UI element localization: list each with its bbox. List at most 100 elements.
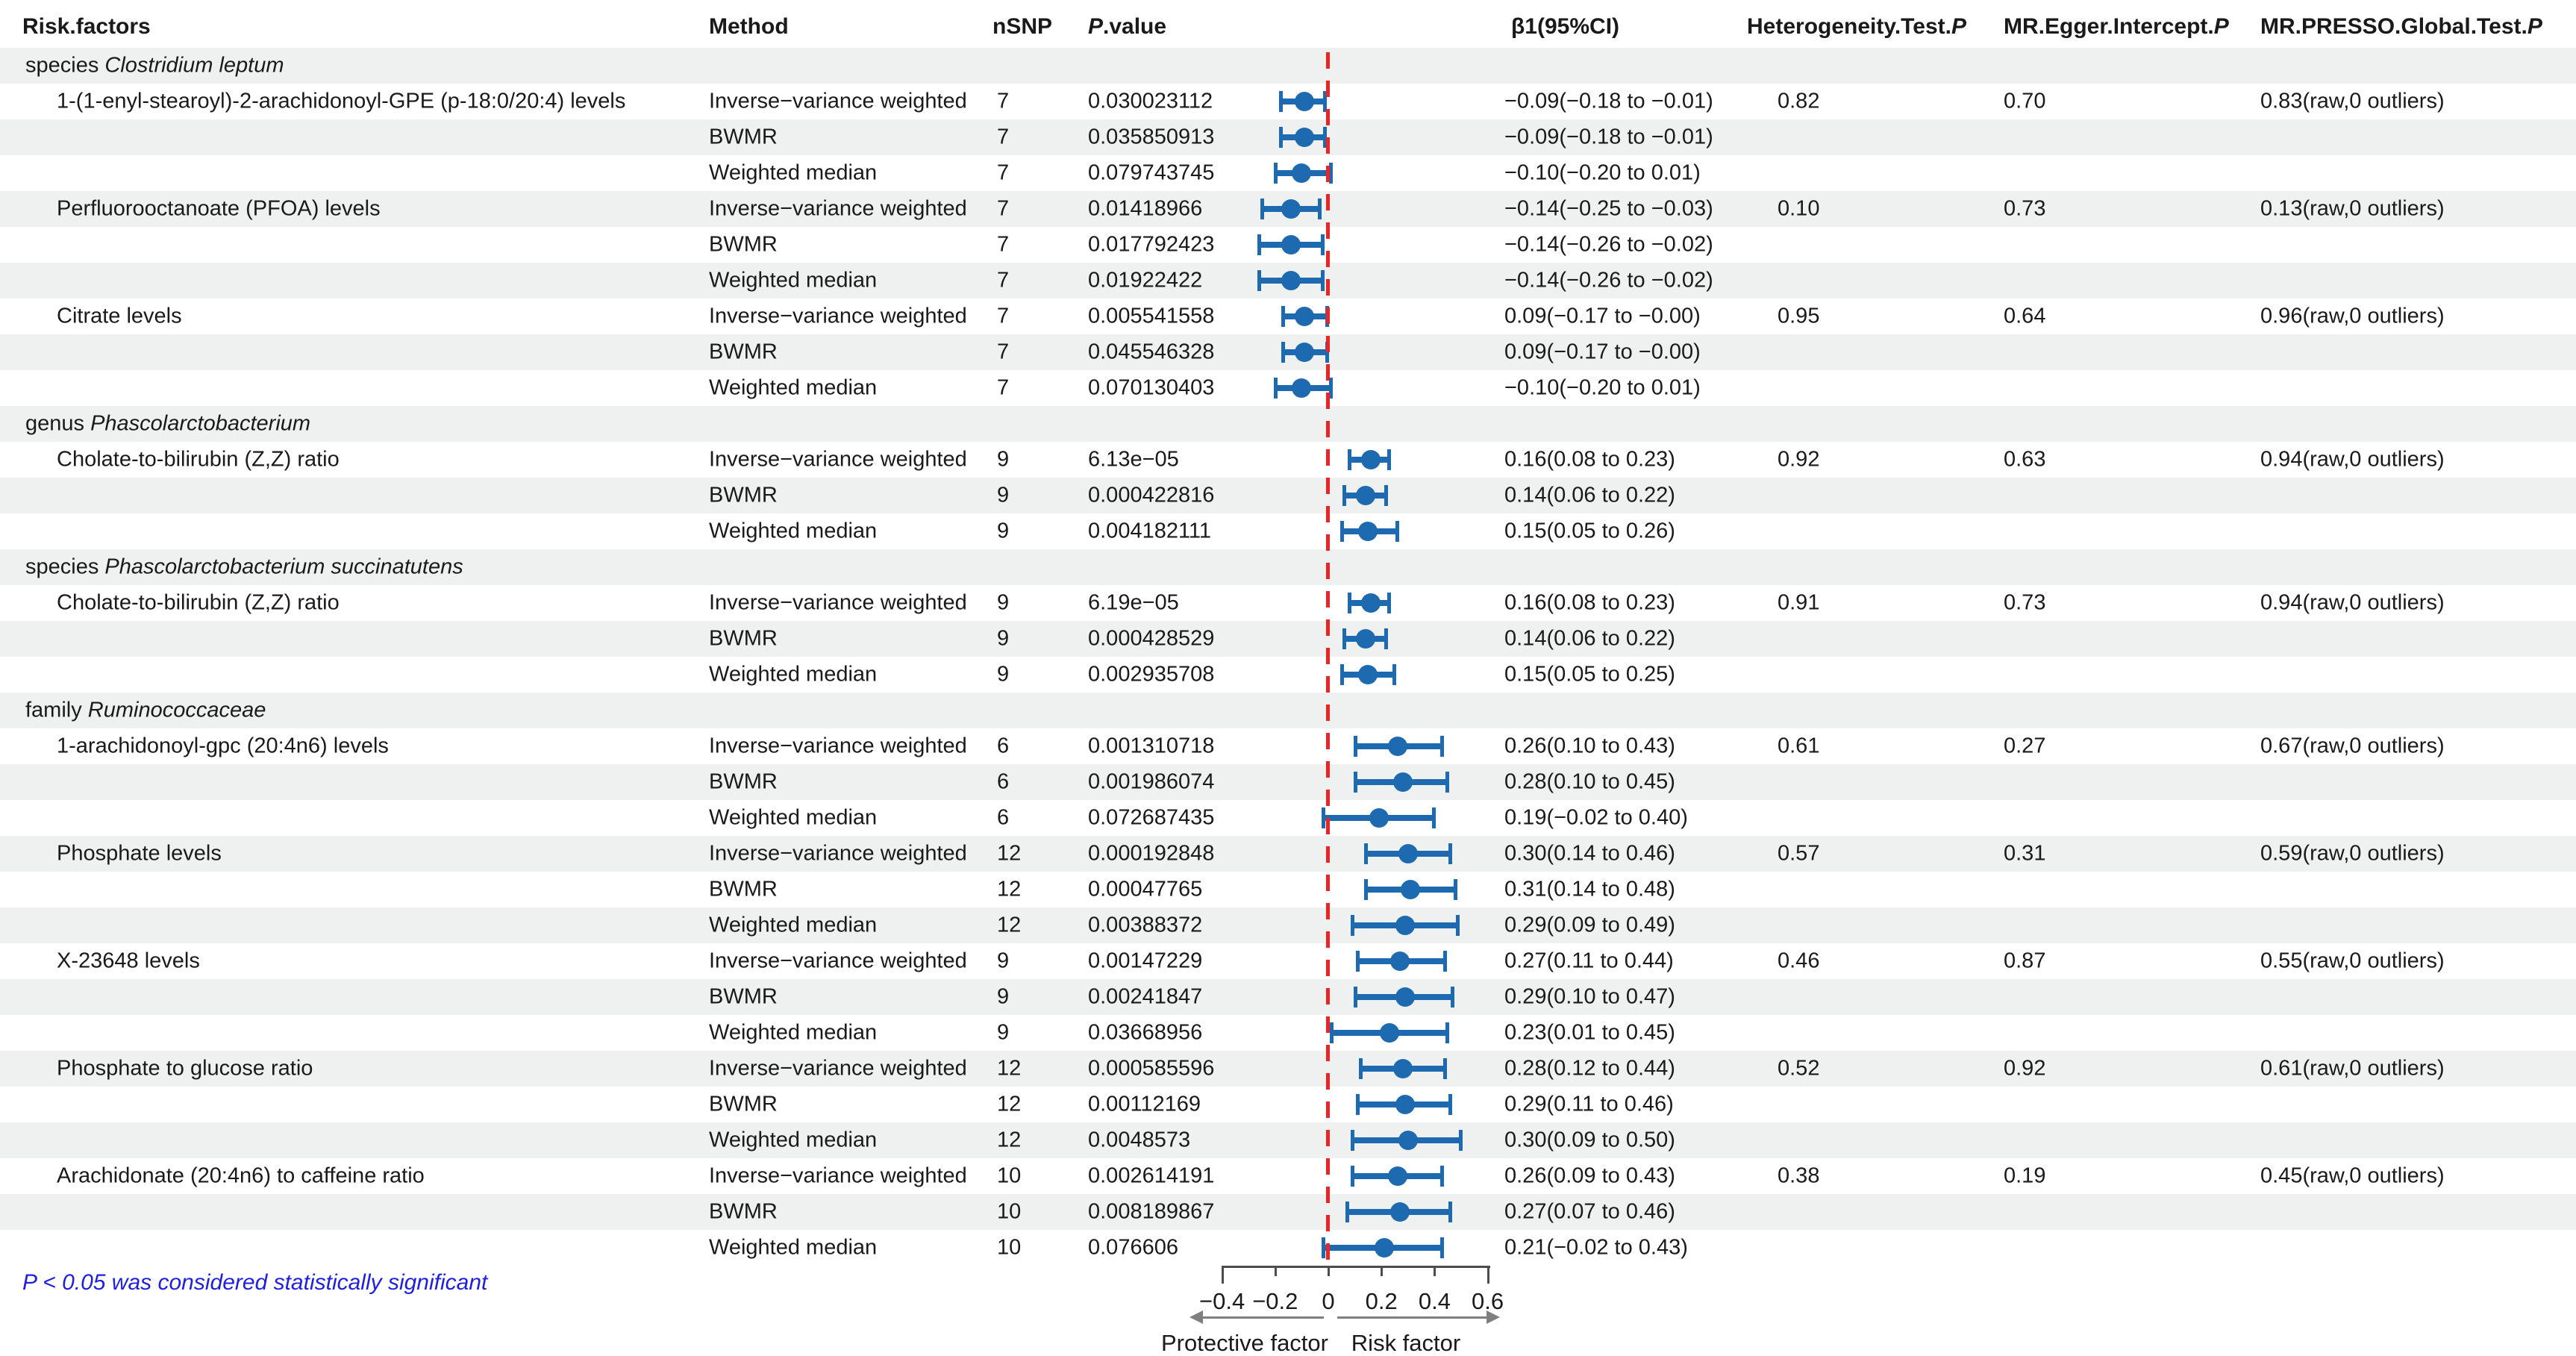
table-row: BWMR 12 0.00047765 0.31(0.14 to 0.48) <box>0 872 2576 907</box>
heterogeneity-p-value: 0.10 <box>1778 196 1820 221</box>
nsnp-value: 9 <box>997 1020 1010 1045</box>
beta-ci-value: 0.28(0.10 to 0.45) <box>1504 769 1675 794</box>
method-label: Weighted median <box>709 1020 878 1045</box>
table-row: Weighted median 7 0.01922422 −0.14(−0.26… <box>0 263 2576 299</box>
point-estimate <box>1358 522 1378 541</box>
beta-ci-value: 0.16(0.08 to 0.23) <box>1504 590 1675 615</box>
table-row: Weighted median 9 0.03668956 0.23(0.01 t… <box>0 1015 2576 1051</box>
ci-cap-high <box>1459 1130 1463 1151</box>
table-row: 1-arachidonoyl-gpc (20:4n6) levels Inver… <box>0 728 2576 764</box>
point-estimate <box>1281 271 1301 290</box>
section-row: species Clostridium leptum <box>0 48 2576 84</box>
risk-arrow-head-icon <box>1486 1310 1500 1324</box>
ci-marker <box>0 943 2576 979</box>
ci-cap-high <box>1445 1022 1450 1043</box>
table-row: Weighted median 6 0.072687435 0.19(−0.02… <box>0 800 2576 836</box>
risk-factor-label: Cholate-to-bilirubin (Z,Z) ratio <box>57 590 340 615</box>
ci-cap-low <box>1260 199 1264 219</box>
table-row: Weighted median 12 0.00388372 0.29(0.09 … <box>0 907 2576 943</box>
x-axis-tick-label: 0.4 <box>1418 1288 1451 1314</box>
ci-cap-low <box>1351 1130 1355 1151</box>
reference-line <box>1326 52 1330 1264</box>
ci-cap-high <box>1328 163 1333 184</box>
point-estimate <box>1398 1131 1418 1150</box>
point-estimate <box>1392 772 1413 792</box>
method-label: BWMR <box>709 1092 778 1116</box>
risk-factor-text: Cholate-to-bilirubin (Z,Z) ratio <box>57 590 340 615</box>
ci-cap-high <box>1320 234 1325 255</box>
x-axis-tick <box>1486 1266 1489 1284</box>
beta-ci-value: 0.26(0.10 to 0.43) <box>1504 734 1675 758</box>
pvalue-value: 0.03668956 <box>1088 1020 1203 1045</box>
ci-marker <box>0 1158 2576 1194</box>
ci-marker <box>0 1122 2576 1158</box>
point-estimate <box>1360 450 1381 469</box>
presso-column-header: MR.PRESSO.Global.Test.P <box>2260 14 2542 39</box>
ci-cap-high <box>1448 1202 1452 1222</box>
point-estimate <box>1358 665 1378 684</box>
nsnp-value: 7 <box>997 268 1010 293</box>
ci-marker <box>0 1015 2576 1051</box>
pvalue-value: 6.13e−05 <box>1088 447 1179 472</box>
ci-cap-low <box>1321 1237 1325 1258</box>
table-row: BWMR 9 0.000422816 0.14(0.06 to 0.22) <box>0 478 2576 513</box>
method-label: Weighted median <box>709 375 878 400</box>
ci-cap-low <box>1273 163 1278 184</box>
ci-cap-high <box>1384 485 1389 506</box>
point-estimate <box>1355 629 1375 649</box>
point-estimate <box>1292 378 1312 398</box>
ci-cap-low <box>1363 879 1368 900</box>
pvalue-value: 0.00112169 <box>1088 1092 1201 1116</box>
presso-p-value: 0.94(raw,0 outliers) <box>2260 447 2445 472</box>
point-estimate <box>1374 1238 1394 1257</box>
beta-ci-value: 0.16(0.08 to 0.23) <box>1504 447 1675 472</box>
risk-factor-text: species <box>25 554 105 579</box>
egger-intercept-p-value: 0.19 <box>2004 1163 2046 1188</box>
beta-ci-value: 0.15(0.05 to 0.26) <box>1504 519 1675 543</box>
nsnp-value: 7 <box>997 304 1010 328</box>
heterogeneity-column-header: Heterogeneity.Test.P <box>1747 14 1966 39</box>
ci-cap-high <box>1320 270 1325 291</box>
risk-factor-label: Risk factor <box>1351 1330 1461 1356</box>
table-row: BWMR 7 0.017792423 −0.14(−0.26 to −0.02) <box>0 227 2576 263</box>
pvalue-value: 6.19e−05 <box>1088 590 1179 615</box>
table-row: Weighted median 12 0.0048573 0.30(0.09 t… <box>0 1122 2576 1158</box>
point-estimate <box>1294 92 1314 111</box>
method-label: Weighted median <box>709 1128 878 1152</box>
ci-cap-low <box>1339 521 1344 542</box>
risk-factor-label: X-23648 levels <box>57 950 200 972</box>
presso-p-value: 0.55(raw,0 outliers) <box>2260 949 2445 973</box>
heterogeneity-p-value: 0.46 <box>1778 949 1820 973</box>
point-estimate <box>1294 128 1314 147</box>
ci-marker <box>0 478 2576 513</box>
taxon-name-italic: Phascolarctobacterium succinatutens <box>104 554 463 579</box>
table-row: Perfluorooctanoate (PFOA) levels Inverse… <box>0 191 2576 227</box>
pvalue-value: 0.00047765 <box>1088 877 1203 902</box>
table-row: Cholate-to-bilirubin (Z,Z) ratio Inverse… <box>0 585 2576 621</box>
nsnp-value: 12 <box>997 877 1022 902</box>
nsnp-value: 7 <box>997 375 1010 400</box>
point-estimate <box>1387 1166 1407 1186</box>
ci-marker <box>0 728 2576 764</box>
risk-factor-text: Perfluorooctanoate (PFOA) levels <box>57 196 381 221</box>
method-label: Inverse−variance weighted <box>709 196 967 221</box>
ci-cap-high <box>1387 449 1391 470</box>
nsnp-value: 12 <box>997 1128 1022 1152</box>
nsnp-value: 9 <box>997 447 1010 472</box>
method-label: BWMR <box>709 340 778 364</box>
heterogeneity-p-value: 0.52 <box>1778 1056 1820 1081</box>
egger-intercept-p-value: 0.87 <box>2004 949 2046 973</box>
ci-cap-low <box>1278 91 1283 112</box>
ci-cap-high <box>1448 843 1452 864</box>
risk-factor-label: Citrate levels <box>57 305 182 328</box>
presso-p-value: 0.61(raw,0 outliers) <box>2260 1056 2445 1081</box>
ci-marker <box>0 227 2576 263</box>
method-label: Inverse−variance weighted <box>709 1056 967 1081</box>
ci-cap-high <box>1440 736 1445 757</box>
ci-cap-low <box>1348 593 1352 613</box>
ci-cap-low <box>1329 1022 1334 1043</box>
beta-ci-value: 0.09(−0.17 to −0.00) <box>1504 304 1701 328</box>
risk-factor-label: species Clostridium leptum <box>25 54 284 77</box>
nsnp-value: 12 <box>997 841 1022 866</box>
x-axis-tick-label: −0.2 <box>1252 1288 1298 1314</box>
